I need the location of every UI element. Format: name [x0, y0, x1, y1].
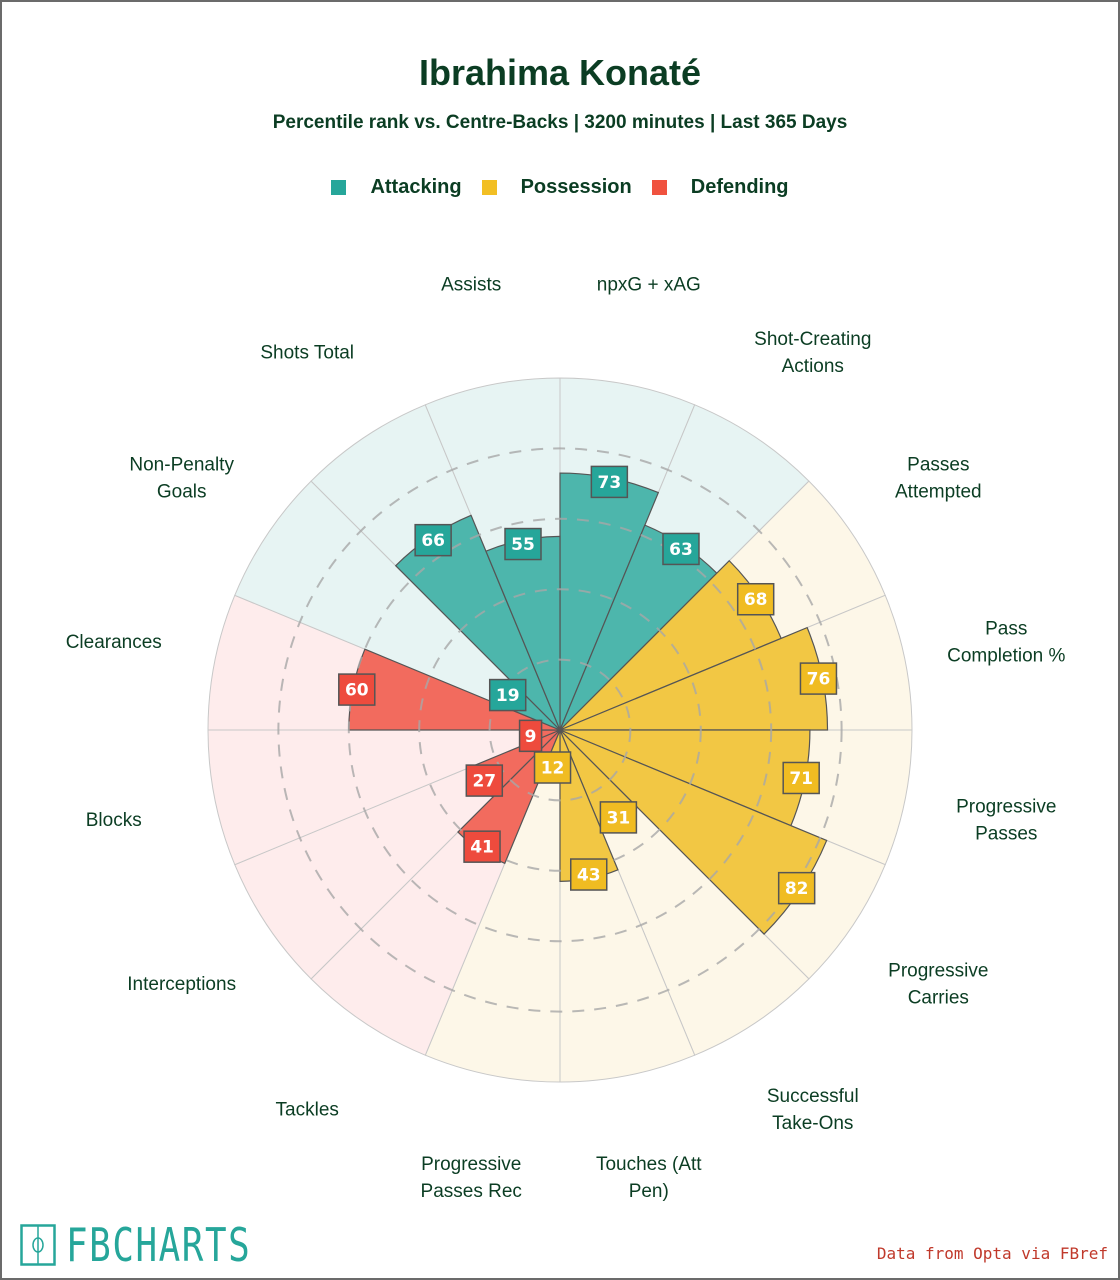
value-label-touches-att-pen: 43	[569, 858, 608, 891]
legend-item-attacking: Attacking	[331, 176, 462, 199]
value-text: 55	[511, 535, 535, 555]
category-label-blocks: Blocks	[86, 810, 142, 831]
legend-item-defending: Defending	[651, 176, 789, 199]
value-box	[338, 673, 376, 706]
value-label-clearances: 60	[338, 673, 376, 706]
chart-subtitle: Percentile rank vs. Centre-Backs | 3200 …	[272, 112, 848, 133]
grid-ring-20	[488, 658, 632, 802]
value-text: 27	[472, 772, 496, 792]
value-box	[488, 678, 527, 712]
value-label-progressive-passes: 71	[782, 761, 820, 795]
category-label-shot-creating-actions: Shot-Creating Actions	[754, 329, 871, 377]
category-label-interceptions: Interceptions	[127, 974, 236, 995]
category-label-progressive-passes: Progressive Passes	[956, 796, 1056, 844]
category-label-npxg-xag: npxG + xAG	[597, 275, 701, 296]
category-label-passes-attempted: Passes Attempted	[895, 455, 982, 503]
category-label-shots-total: Shots Total	[260, 343, 354, 364]
value-label-npxg-xag: 73	[590, 465, 629, 499]
value-label-progressive-carries: 82	[777, 871, 816, 905]
value-text: 60	[345, 681, 369, 701]
legend-item-possession: Possession	[481, 176, 632, 199]
value-text: 66	[421, 531, 445, 551]
value-text: 63	[669, 540, 693, 560]
value-text: 31	[607, 808, 631, 828]
value-box	[504, 527, 542, 561]
chart-title: Ibrahima Konaté	[418, 52, 702, 93]
background-slice-blocks	[207, 729, 561, 866]
value-box	[736, 582, 775, 616]
value-text: 68	[744, 590, 768, 610]
value-box	[662, 532, 700, 566]
value-label-tackles: 41	[463, 830, 501, 863]
value-label-non-penalty-goals: 19	[488, 678, 527, 712]
value-box	[782, 761, 820, 795]
value-box	[463, 830, 501, 863]
value-box	[518, 719, 543, 753]
grid-ring-40	[418, 588, 702, 872]
value-label-assists: 55	[504, 527, 542, 561]
grid-ring-60	[347, 517, 773, 943]
logo-text: FBCHARTS	[66, 1218, 252, 1272]
value-box	[533, 751, 572, 784]
category-label-assists: Assists	[441, 275, 501, 296]
value-text: 82	[785, 879, 809, 899]
value-box	[569, 858, 608, 891]
value-box	[599, 801, 638, 834]
category-label-progressive-carries: Progressive Carries	[888, 960, 988, 1008]
legend-label-attacking: Attacking	[370, 176, 462, 198]
data-source: Data from Opta via FBref	[876, 1244, 1108, 1263]
background-slice-non-penalty-goals	[234, 480, 561, 731]
value-text: 43	[577, 866, 601, 886]
value-text: 12	[541, 759, 565, 779]
pitch-icon	[20, 1224, 56, 1266]
legend: Attacking Possession Defending	[0, 176, 1120, 199]
background-slice-progressive-passes-rec	[424, 729, 561, 1083]
value-box	[777, 871, 816, 905]
value-label-successful-take-ons: 31	[599, 801, 638, 834]
value-box	[414, 523, 452, 557]
value-text: 71	[789, 769, 813, 789]
category-label-pass-completion: Pass Completion %	[947, 619, 1065, 667]
value-label-interceptions: 27	[465, 764, 504, 797]
legend-swatch-attacking	[331, 180, 347, 195]
value-text: 73	[598, 473, 622, 493]
value-label-shot-creating-actions: 63	[662, 532, 700, 566]
legend-label-possession: Possession	[520, 176, 632, 198]
legend-swatch-defending	[651, 180, 667, 195]
value-text: 76	[807, 670, 831, 690]
value-label-blocks: 9	[518, 719, 543, 753]
category-label-tackles: Tackles	[276, 1099, 339, 1120]
value-box	[590, 465, 629, 499]
category-label-non-penalty-goals: Non-Penalty Goals	[129, 455, 234, 503]
category-label-successful-take-ons: Successful Take-Ons	[767, 1086, 859, 1134]
value-text: 9	[525, 727, 537, 747]
category-label-clearances: Clearances	[66, 632, 162, 653]
value-text: 19	[496, 686, 520, 706]
legend-swatch-possession	[481, 180, 497, 195]
value-label-passes-attempted: 68	[736, 582, 775, 616]
value-label-progressive-passes-rec: 12	[533, 751, 572, 784]
value-label-pass-completion: 76	[799, 662, 838, 695]
fbcharts-logo: FBCHARTS	[20, 1218, 304, 1272]
category-label-progressive-passes-rec: Progressive Passes Rec	[421, 1154, 522, 1202]
value-label-shots-total: 66	[414, 523, 452, 557]
category-label-touches-att-pen: Touches (Att Pen)	[596, 1154, 702, 1202]
value-box	[465, 764, 504, 797]
value-text: 41	[470, 838, 494, 858]
grid-ring-80	[277, 447, 843, 1013]
value-box	[799, 662, 838, 695]
legend-label-defending: Defending	[690, 176, 789, 198]
